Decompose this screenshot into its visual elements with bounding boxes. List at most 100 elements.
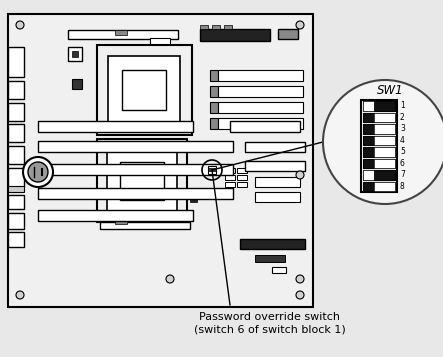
Bar [8, 124, 24, 142]
Bar [8, 103, 24, 121]
Bar [8, 47, 24, 77]
Bar [374, 136, 395, 145]
Bar [363, 136, 395, 145]
Text: 7: 7 [400, 170, 405, 179]
Circle shape [296, 21, 304, 29]
Bar [210, 118, 218, 129]
Bar [208, 166, 216, 174]
Bar [237, 168, 247, 173]
Bar [363, 112, 374, 122]
Bar [122, 70, 166, 110]
Bar [374, 124, 395, 134]
Bar [363, 147, 395, 156]
Text: (switch 6 of switch block 1): (switch 6 of switch block 1) [194, 324, 346, 334]
Bar [225, 175, 235, 180]
Bar [218, 102, 303, 113]
Bar [278, 29, 298, 39]
Text: 4: 4 [400, 136, 405, 145]
Bar [374, 101, 395, 111]
Bar [363, 101, 374, 111]
Circle shape [28, 162, 48, 182]
Bar [218, 86, 303, 97]
Bar [68, 30, 178, 39]
Bar [374, 112, 395, 122]
Bar [363, 124, 395, 134]
Text: 3: 3 [400, 124, 405, 133]
Bar [115, 220, 127, 224]
Circle shape [23, 157, 53, 187]
Bar [107, 150, 177, 212]
Circle shape [296, 291, 304, 299]
Bar [374, 170, 395, 180]
Bar [200, 29, 270, 41]
Bar [8, 195, 24, 209]
Bar [245, 161, 305, 171]
Text: SW1: SW1 [377, 84, 403, 96]
Bar [200, 25, 208, 29]
Text: 1: 1 [400, 101, 405, 110]
Bar [38, 210, 193, 221]
Text: 6: 6 [400, 159, 405, 168]
Bar [361, 100, 397, 192]
Text: 5: 5 [400, 147, 405, 156]
Bar [38, 164, 233, 175]
Bar [38, 188, 233, 199]
Bar [8, 81, 24, 99]
Bar [363, 147, 374, 156]
Bar [363, 170, 374, 180]
Bar [363, 181, 374, 191]
Bar [38, 141, 233, 152]
Text: Password override switch: Password override switch [199, 312, 341, 322]
Bar [240, 239, 305, 249]
Bar [190, 197, 197, 202]
Bar [225, 168, 235, 173]
Bar [8, 146, 24, 164]
Bar [100, 222, 190, 229]
Bar [255, 177, 300, 187]
Circle shape [296, 275, 304, 283]
Text: 2: 2 [400, 113, 405, 122]
Bar [237, 175, 247, 180]
Bar [150, 38, 170, 46]
Circle shape [296, 171, 304, 179]
Bar [245, 142, 305, 152]
Bar [374, 147, 395, 156]
Bar [108, 56, 180, 124]
Bar [374, 159, 395, 168]
Bar [225, 182, 235, 187]
Bar [218, 118, 303, 129]
Bar [255, 192, 300, 202]
Bar [120, 162, 164, 200]
Bar [72, 51, 78, 57]
Bar [97, 45, 192, 135]
Bar [363, 112, 395, 122]
Bar [8, 168, 24, 187]
Bar [38, 121, 193, 132]
Bar [210, 70, 218, 81]
Bar [363, 170, 395, 180]
Bar [8, 213, 24, 229]
Bar [212, 25, 220, 29]
Bar [68, 47, 82, 61]
Bar [374, 181, 395, 191]
Bar [255, 255, 285, 262]
Bar [363, 136, 374, 145]
Bar [363, 181, 395, 191]
Bar [363, 101, 395, 111]
Bar [8, 232, 24, 247]
Bar [97, 139, 187, 222]
Bar [115, 30, 127, 35]
Circle shape [16, 21, 24, 29]
Bar [363, 159, 395, 168]
Circle shape [166, 275, 174, 283]
Bar [218, 70, 303, 81]
Bar [8, 14, 313, 307]
Bar [224, 25, 232, 29]
Bar [210, 86, 218, 97]
Circle shape [16, 291, 24, 299]
Circle shape [323, 80, 443, 204]
Bar [363, 159, 374, 168]
Bar [363, 124, 374, 134]
Bar [8, 186, 24, 192]
Bar [208, 168, 216, 171]
